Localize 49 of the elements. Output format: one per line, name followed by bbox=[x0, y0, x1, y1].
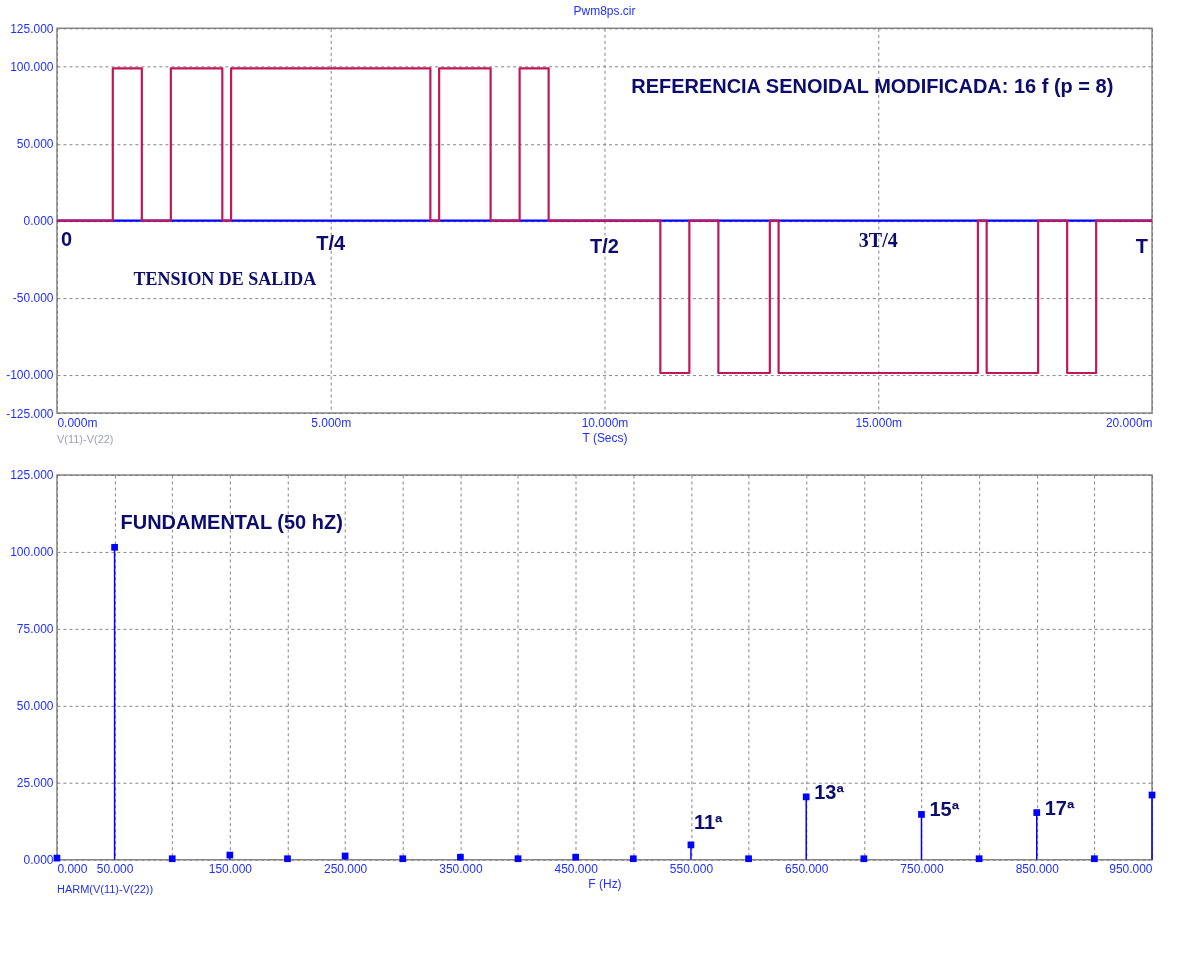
x-tick-label: 150.000 bbox=[208, 862, 253, 877]
annotation: 11ª bbox=[693, 810, 724, 833]
x-tick-label: 20.000m bbox=[1105, 415, 1153, 430]
x-tick-label: 50.000 bbox=[96, 862, 134, 877]
y-tick-label: -50.000 bbox=[12, 291, 54, 306]
y-tick-label: 0.000 bbox=[23, 214, 54, 229]
y-tick-label: 75.000 bbox=[16, 622, 54, 637]
y-tick-label: 100.000 bbox=[10, 545, 54, 560]
text: HARM(V(11)-V(22)) bbox=[56, 882, 154, 895]
x-tick-label: 950.000 bbox=[1109, 862, 1153, 877]
x-tick-label: 850.000 bbox=[1015, 862, 1060, 877]
annotation: 17ª bbox=[1044, 796, 1075, 819]
x-tick-label: 5.000m bbox=[311, 415, 352, 430]
annotation: FUNDAMENTAL (50 hZ) bbox=[120, 511, 343, 534]
y-tick-label: 125.000 bbox=[10, 468, 54, 483]
point bbox=[802, 793, 810, 801]
y-tick-label: -100.000 bbox=[6, 368, 54, 383]
x-tick-label: 350.000 bbox=[439, 862, 483, 877]
annotation: T/2 bbox=[590, 235, 619, 258]
y-tick-label: -125.000 bbox=[6, 406, 54, 421]
x-tick-label: 0.000m bbox=[57, 415, 98, 430]
y-tick-label: 50.000 bbox=[16, 137, 54, 152]
annotation: 0 bbox=[60, 228, 73, 251]
annotation: 15ª bbox=[929, 798, 960, 821]
annotation: TENSION DE SALIDA bbox=[133, 269, 317, 290]
x-tick-label: 0.000 bbox=[57, 862, 88, 877]
annotation: 3T/4 bbox=[858, 229, 898, 252]
text: V(11)-V(22) bbox=[56, 433, 114, 446]
x-tick-label: 750.000 bbox=[900, 862, 944, 877]
x-tick-label: 250.000 bbox=[323, 862, 368, 877]
point bbox=[1033, 809, 1041, 816]
y-tick-label: 50.000 bbox=[16, 699, 54, 714]
x-tick-label: 550.000 bbox=[669, 862, 714, 877]
x-tick-label: 650.000 bbox=[785, 862, 829, 877]
x-axis-title: F (Hz) bbox=[588, 877, 622, 892]
chart-title: Pwm8ps.cir bbox=[573, 4, 636, 19]
annotation: 13ª bbox=[814, 780, 845, 803]
annotation: T bbox=[1135, 235, 1149, 258]
annotation: REFERENCIA SENOIDAL MODIFICADA: 16 f (p = 8) bbox=[631, 75, 1114, 98]
y-tick-label: 100.000 bbox=[10, 60, 54, 75]
x-tick-label: 450.000 bbox=[554, 862, 599, 877]
y-tick-label: 25.000 bbox=[16, 776, 54, 791]
point bbox=[918, 811, 925, 818]
point bbox=[111, 543, 118, 551]
x-tick-label: 15.000m bbox=[855, 415, 903, 430]
x-tick-label: 10.000m bbox=[581, 415, 629, 430]
x-axis-title: T (Secs) bbox=[582, 430, 628, 445]
y-tick-label: 125.000 bbox=[10, 21, 54, 36]
annotation: T/4 bbox=[316, 232, 346, 255]
